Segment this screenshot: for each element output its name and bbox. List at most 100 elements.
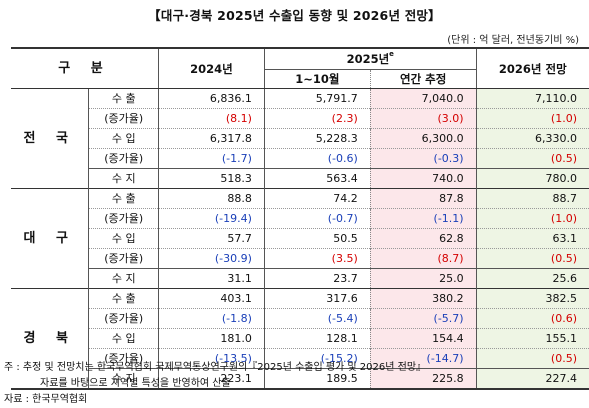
cell-2026: 88.7 (475, 188, 589, 209)
cell-2024: (-13.5) (158, 348, 265, 369)
region-label: 경 북 (11, 288, 89, 390)
table-row: (증가율) (-19.4) (-0.7) (-1.1) (1.0) (11, 208, 589, 229)
row-item-label: 수 입 (88, 128, 159, 149)
cell-2025-ytd: 128.1 (263, 328, 371, 349)
cell-2025-est: 62.8 (369, 228, 477, 249)
cell-2024: (-1.7) (158, 148, 265, 169)
cell-2024: (8.1) (158, 108, 265, 129)
row-item-label: (증가율) (88, 148, 159, 169)
cell-2025-ytd: 189.5 (263, 368, 371, 390)
cell-2025-ytd: (-0.7) (263, 208, 371, 229)
row-item-label: 수 출 (88, 288, 159, 309)
row-item-label: 수 입 (88, 328, 159, 349)
header-2025-sup: e (389, 50, 394, 58)
row-item-label: (증가율) (88, 348, 159, 369)
note-line-2: 자료를 바탕으로 지역별 특성을 반영하여 산출 (40, 378, 231, 389)
row-item-label: 수 출 (88, 188, 159, 209)
table-row: (증가율) (-13.5) (-15.2) (-14.7) (0.5) (11, 348, 589, 369)
cell-2026: (1.0) (475, 208, 589, 229)
table-row: 전 국 수 출 6,836.1 5,791.7 7,040.0 7,110.0 (11, 88, 589, 146)
cell-2025-est: (3.0) (369, 108, 477, 129)
cell-2025-ytd: (-15.2) (263, 348, 371, 369)
header-2025-label: 2025년 (346, 52, 390, 66)
row-item-label: (증가율) (88, 248, 159, 269)
cell-2024: 57.7 (158, 228, 265, 249)
table-row: (증가율) (8.1) (2.3) (3.0) (1.0) (11, 108, 589, 129)
cell-2024: (-19.4) (158, 208, 265, 229)
source-line: 자료 : 한국무역협회 (4, 394, 88, 405)
cell-2025-est: 740.0 (369, 168, 477, 189)
cell-2026: 780.0 (475, 168, 589, 189)
header-2025-est: 연간 추정 (369, 69, 477, 89)
region-label: 전 국 (23, 131, 76, 146)
cell-2025-ytd: 50.5 (263, 228, 371, 249)
cell-2026: 155.1 (475, 328, 589, 349)
cell-2026: 6,330.0 (475, 128, 589, 149)
cell-2025-est: (-5.7) (369, 308, 477, 329)
cell-2024: 181.0 (158, 328, 265, 349)
header-region: 구 분 (11, 47, 159, 89)
header-2024: 2024년 (158, 47, 265, 89)
cell-2025-est: (8.7) (369, 248, 477, 269)
cell-2024: 403.1 (158, 288, 265, 309)
cell-2024: 88.8 (158, 188, 265, 209)
header-2025: 2025년e (263, 47, 477, 70)
table-row: 수 입 57.7 50.5 62.8 63.1 (11, 228, 589, 249)
cell-2025-ytd: (-0.6) (263, 148, 371, 169)
cell-2024: 6,836.1 (158, 88, 265, 109)
table-row: 수 지 223.1 189.5 225.8 227.4 (11, 368, 589, 390)
row-item-label: (증가율) (88, 208, 159, 229)
cell-2026: 63.1 (475, 228, 589, 249)
header-2025-ytd: 1~10월 (263, 69, 371, 89)
row-item-label: 수 출 (88, 88, 159, 109)
cell-2026: (0.5) (475, 148, 589, 169)
cell-2026: 382.5 (475, 288, 589, 309)
page-title: 【대구·경북 2025년 수출입 동향 및 2026년 전망】 (148, 8, 441, 23)
table-row: 수 지 518.3 563.4 740.0 780.0 (11, 168, 589, 189)
cell-2025-ytd: 74.2 (263, 188, 371, 209)
cell-2026: (1.0) (475, 108, 589, 129)
cell-2025-est: 225.8 (369, 368, 477, 390)
cell-2025-ytd: (2.3) (263, 108, 371, 129)
row-item-label: 수 지 (88, 268, 159, 289)
cell-2025-ytd: 563.4 (263, 168, 371, 189)
cell-2025-ytd: 5,791.7 (263, 88, 371, 109)
cell-2025-est: (-14.7) (369, 348, 477, 369)
note-line-1: 주 : 추정 및 전망치는 한국무역협회 국제무역통상연구원의『2025년 수출… (4, 362, 427, 373)
cell-2025-est: 154.4 (369, 328, 477, 349)
row-item-label: 수 입 (88, 228, 159, 249)
cell-2025-ytd: 23.7 (263, 268, 371, 289)
cell-2026: (0.6) (475, 308, 589, 329)
cell-2026: 25.6 (475, 268, 589, 289)
row-item-label: 수 지 (88, 168, 159, 189)
unit-label: (단위 : 억 달러, 전년동기비 %) (447, 35, 579, 46)
cell-2026: 7,110.0 (475, 88, 589, 109)
cell-2025-est: 87.8 (369, 188, 477, 209)
row-item-label: (증가율) (88, 308, 159, 329)
row-item-label: (증가율) (88, 108, 159, 129)
table-row: (증가율) (-30.9) (3.5) (8.7) (0.5) (11, 248, 589, 269)
table-row: 수 지 31.1 23.7 25.0 25.6 (11, 268, 589, 289)
cell-2026: (0.5) (475, 348, 589, 369)
table-row: (증가율) (-1.7) (-0.6) (-0.3) (0.5) (11, 148, 589, 169)
table-row: 수 입 6,317.8 5,228.3 6,300.0 6,330.0 (11, 128, 589, 149)
cell-2025-est: 380.2 (369, 288, 477, 309)
cell-2024: 518.3 (158, 168, 265, 189)
table-row: (증가율) (-1.8) (-5.4) (-5.7) (0.6) (11, 308, 589, 329)
cell-2025-ytd: (-5.4) (263, 308, 371, 329)
cell-2024: (-30.9) (158, 248, 265, 269)
cell-2025-est: 25.0 (369, 268, 477, 289)
cell-2024: (-1.8) (158, 308, 265, 329)
cell-2025-est: (-1.1) (369, 208, 477, 229)
cell-2026: 227.4 (475, 368, 589, 390)
cell-2025-est: 7,040.0 (369, 88, 477, 109)
table-header: 구 분 2024년 2025년e 2026년 전망 1~10월 연간 추정 (11, 47, 589, 89)
cell-2024: 31.1 (158, 268, 265, 289)
cell-2025-est: 6,300.0 (369, 128, 477, 149)
row-item-label: 수 지 (88, 368, 159, 390)
header-2026: 2026년 전망 (475, 47, 589, 89)
cell-2026: (0.5) (475, 248, 589, 269)
